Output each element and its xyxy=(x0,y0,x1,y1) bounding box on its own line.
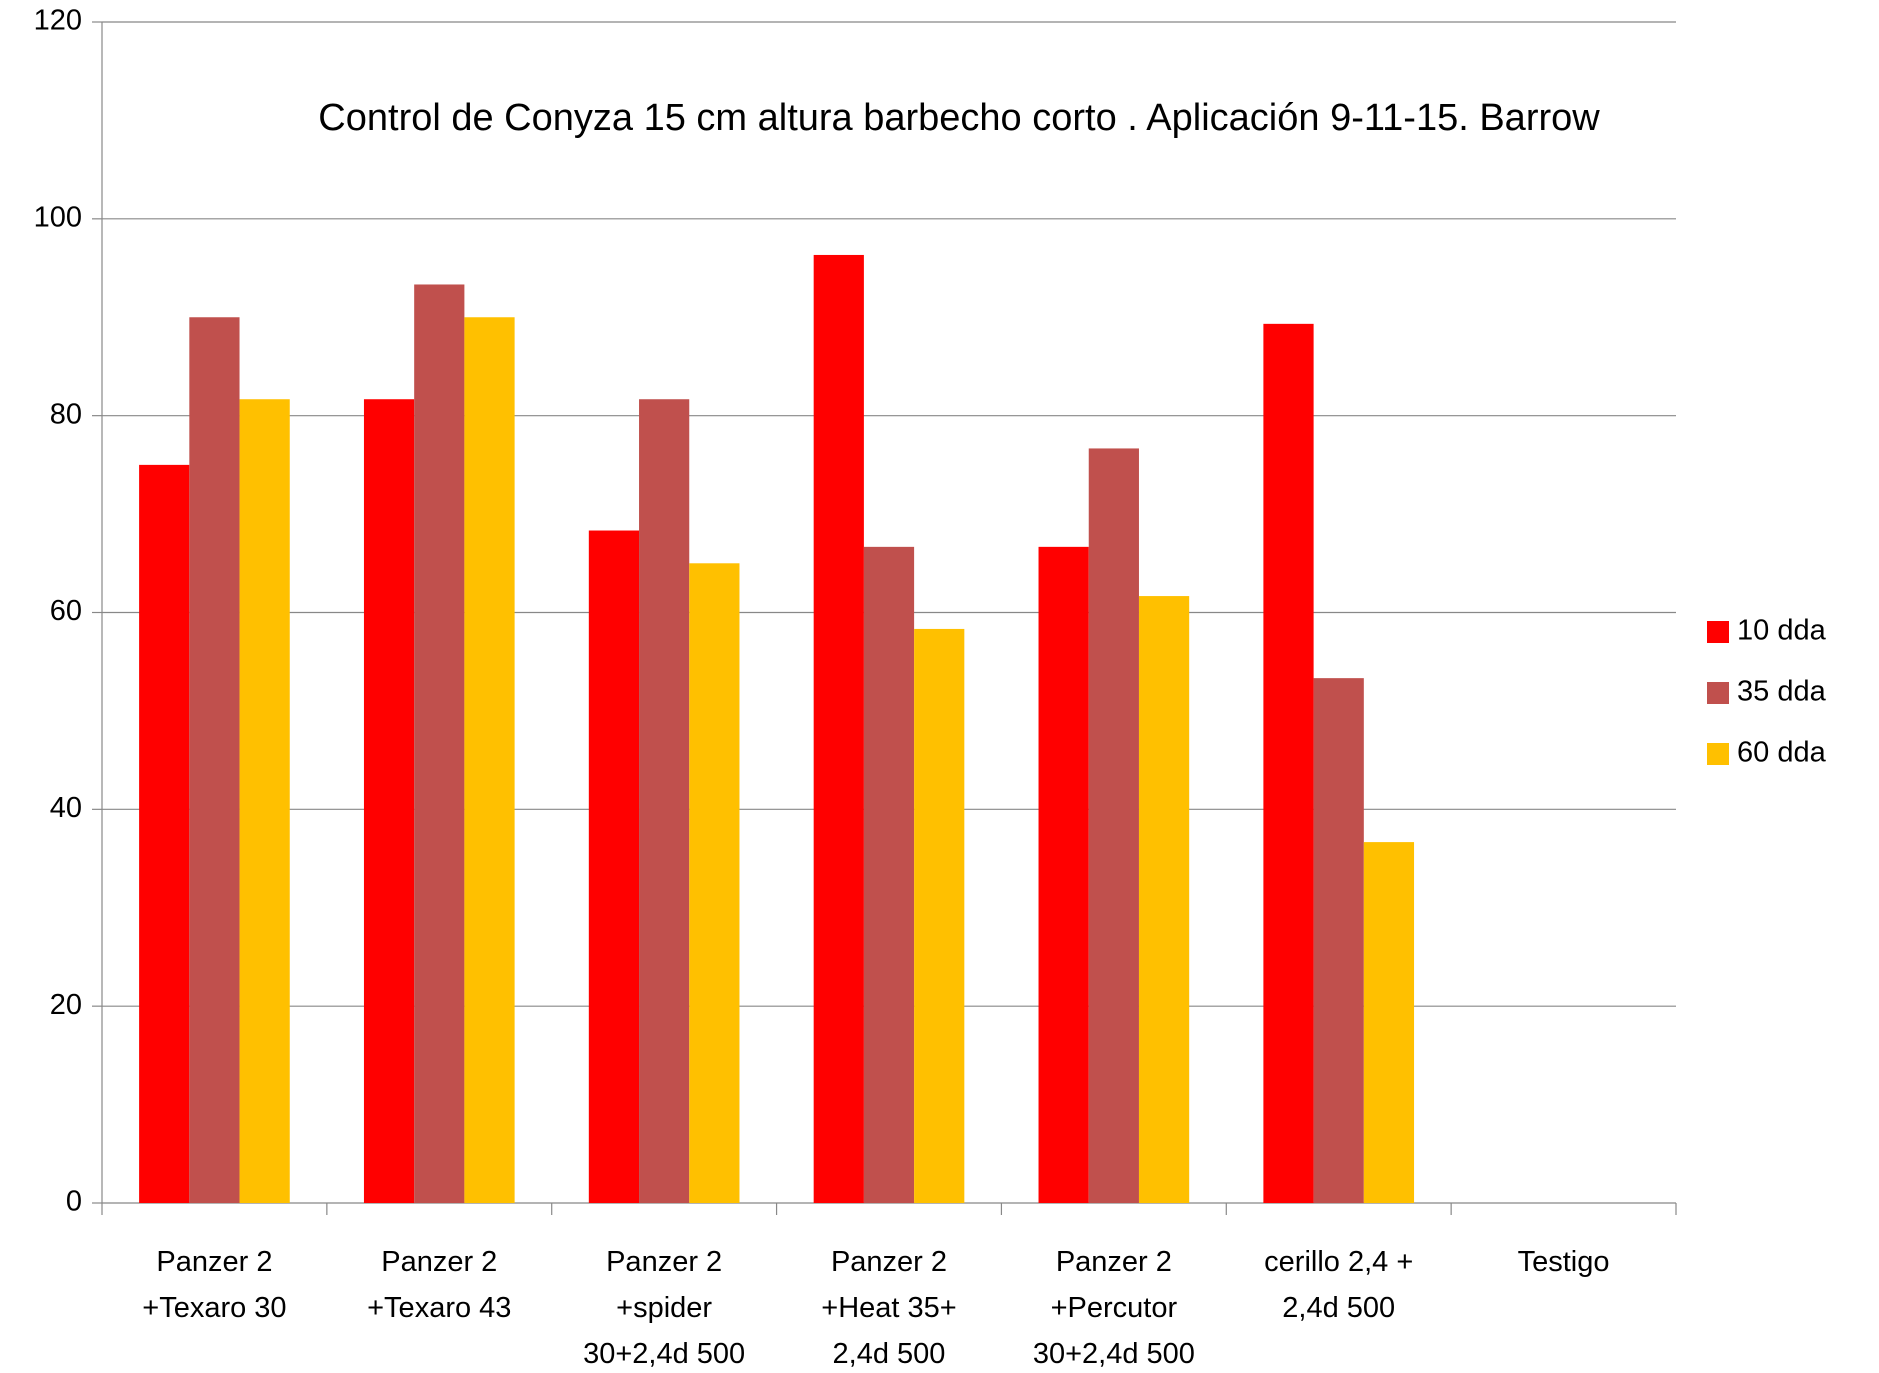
y-tick-label: 40 xyxy=(50,792,82,824)
y-tick-label: 120 xyxy=(34,5,82,37)
x-tick-label-line: 2,4d 500 xyxy=(1282,1292,1395,1324)
x-tick-label-line: +Heat 35+ xyxy=(821,1292,956,1324)
x-tick-label-line: Panzer 2 xyxy=(156,1246,272,1278)
x-tick-label-line: 30+2,4d 500 xyxy=(1033,1338,1195,1370)
bar xyxy=(139,464,190,1203)
x-tick-label-line: +spider xyxy=(616,1292,712,1324)
bar xyxy=(464,317,515,1203)
x-tick-label-line: Panzer 2 xyxy=(831,1246,947,1278)
y-tick-label: 100 xyxy=(34,201,82,233)
bar xyxy=(1038,546,1089,1203)
bar xyxy=(1363,842,1415,1203)
x-tick-label-line: Testigo xyxy=(1518,1246,1610,1278)
x-tick-label: Panzer 2 +spider 30+2,4d 500 xyxy=(583,1246,745,1370)
bar xyxy=(914,628,965,1203)
bar xyxy=(639,399,690,1203)
y-tick-label: 0 xyxy=(66,1186,82,1218)
x-tick-label-line: +Percutor xyxy=(1051,1292,1178,1324)
bar xyxy=(863,546,915,1203)
x-tick-label: Testigo xyxy=(1518,1246,1610,1278)
x-tick-label: Panzer 2 +Texaro 43 xyxy=(367,1246,511,1324)
bar xyxy=(189,317,240,1203)
x-tick-label-line: 2,4d 500 xyxy=(833,1338,946,1370)
y-tick-label: 20 xyxy=(50,989,82,1021)
bar xyxy=(1088,448,1139,1203)
x-tick-label-line: Panzer 2 xyxy=(606,1246,722,1278)
x-tick-label: Panzer 2 +Heat 35+ 2,4d 500 xyxy=(821,1246,956,1370)
legend-swatch xyxy=(1707,621,1729,643)
x-tick-label-line: Panzer 2 xyxy=(381,1246,497,1278)
legend-label: 35 dda xyxy=(1737,676,1827,708)
bar xyxy=(1263,323,1314,1204)
legend-swatch xyxy=(1707,682,1729,704)
y-tick-label: 60 xyxy=(50,595,82,627)
bar xyxy=(363,399,415,1203)
x-tick-label: Panzer 2 +Percutor 30+2,4d 500 xyxy=(1033,1246,1195,1370)
x-tick-label: Panzer 2 +Texaro 30 xyxy=(142,1246,286,1324)
legend-label: 60 dda xyxy=(1737,737,1827,769)
bar xyxy=(414,284,465,1203)
bar xyxy=(239,399,290,1203)
legend-swatch xyxy=(1707,743,1729,765)
x-tick-label: cerillo 2,4 + 2,4d 500 xyxy=(1264,1246,1413,1324)
bar xyxy=(1138,596,1190,1203)
x-tick-label-line: cerillo 2,4 + xyxy=(1264,1246,1413,1278)
x-tick-label-line: 30+2,4d 500 xyxy=(583,1338,745,1370)
x-tick-label-line: +Texaro 30 xyxy=(142,1292,286,1324)
bar xyxy=(588,530,640,1203)
x-tick-label-line: Panzer 2 xyxy=(1056,1246,1172,1278)
bar xyxy=(813,254,864,1203)
x-tick-label-line: +Texaro 43 xyxy=(367,1292,511,1324)
chart-title: Control de Conyza 15 cm altura barbecho … xyxy=(318,97,1600,139)
bar xyxy=(1313,678,1364,1203)
legend-label: 10 dda xyxy=(1737,615,1827,647)
y-tick-label: 80 xyxy=(50,398,82,430)
bar xyxy=(689,563,740,1203)
